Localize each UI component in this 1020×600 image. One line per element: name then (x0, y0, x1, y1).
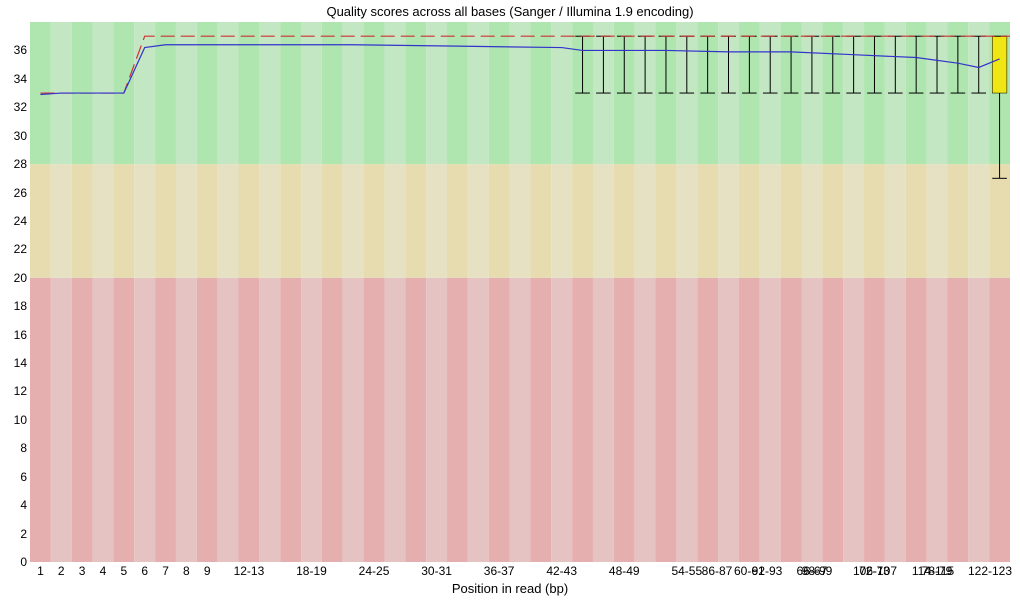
y-tick-label: 16 (3, 328, 27, 342)
x-tick-label: 114-115 (912, 564, 954, 578)
x-tick-label: 86-87 (702, 564, 733, 578)
x-tick-label: 98-99 (802, 564, 833, 578)
plot-svg (30, 22, 1010, 562)
x-tick-label: 18-19 (296, 564, 327, 578)
x-tick-label: 3 (79, 564, 86, 578)
x-tick-label: 24-25 (359, 564, 390, 578)
x-tick-label: 36-37 (484, 564, 515, 578)
y-tick-label: 22 (3, 242, 27, 256)
y-tick-label: 30 (3, 129, 27, 143)
x-tick-label: 8 (183, 564, 190, 578)
x-axis-label: Position in read (bp) (0, 581, 1020, 596)
chart-container: Quality scores across all bases (Sanger … (0, 0, 1020, 600)
x-tick-label: 42-43 (546, 564, 577, 578)
x-tick-label: 54-55 (671, 564, 702, 578)
y-tick-label: 26 (3, 186, 27, 200)
y-tick-label: 28 (3, 157, 27, 171)
y-tick-label: 14 (3, 356, 27, 370)
y-tick-label: 8 (3, 441, 27, 455)
x-tick-label: 92-93 (752, 564, 783, 578)
x-tick-label: 2 (58, 564, 65, 578)
y-tick-label: 36 (3, 43, 27, 57)
y-tick-label: 24 (3, 214, 27, 228)
y-tick-label: 0 (3, 555, 27, 569)
x-tick-label: 106-107 (853, 564, 897, 578)
x-tick-label: 12-13 (234, 564, 265, 578)
x-tick-label: 30-31 (421, 564, 452, 578)
y-tick-label: 18 (3, 299, 27, 313)
x-tick-label: 7 (162, 564, 169, 578)
x-tick-label: 9 (204, 564, 211, 578)
y-tick-label: 10 (3, 413, 27, 427)
x-tick-label: 48-49 (609, 564, 640, 578)
x-tick-label: 1 (37, 564, 44, 578)
y-tick-label: 2 (3, 527, 27, 541)
y-tick-label: 6 (3, 470, 27, 484)
chart-title: Quality scores across all bases (Sanger … (0, 4, 1020, 19)
y-tick-label: 32 (3, 100, 27, 114)
y-tick-label: 4 (3, 498, 27, 512)
x-tick-label: 5 (120, 564, 127, 578)
y-tick-label: 20 (3, 271, 27, 285)
y-tick-label: 34 (3, 72, 27, 86)
x-tick-label: 122-123 (968, 564, 1012, 578)
x-tick-label: 6 (141, 564, 148, 578)
plot-area (30, 22, 1010, 562)
x-tick-label: 4 (100, 564, 107, 578)
y-tick-label: 12 (3, 384, 27, 398)
